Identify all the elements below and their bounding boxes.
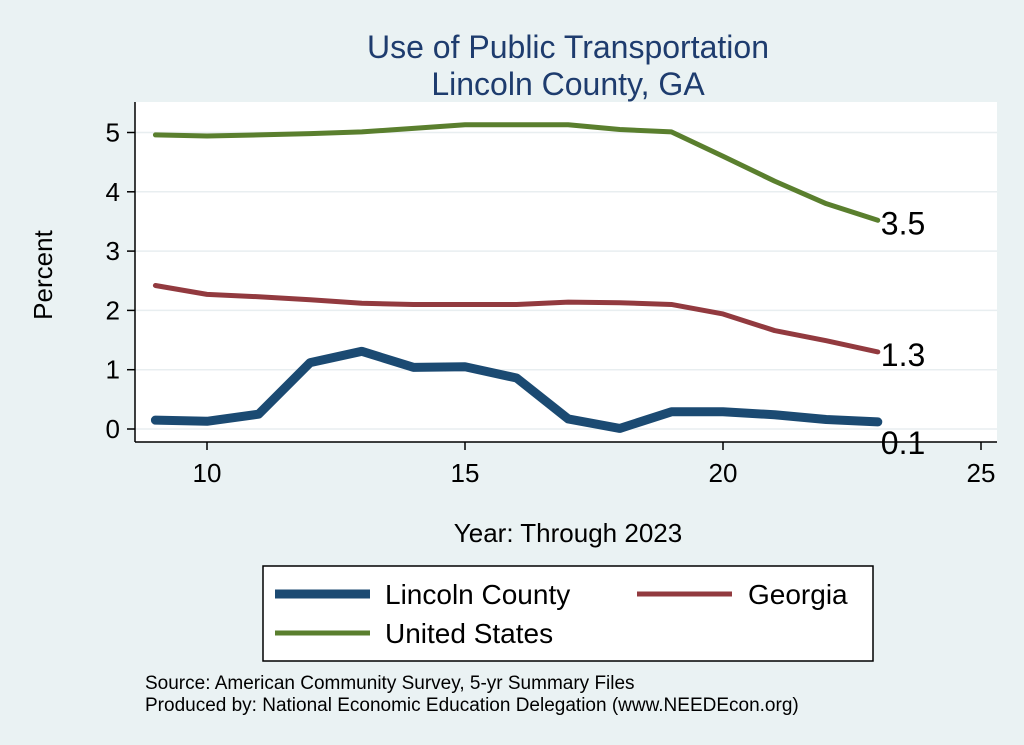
y-tick-label-0: 0 bbox=[106, 414, 120, 444]
legend: Lincoln County Georgia United States bbox=[262, 565, 874, 662]
y-tick-label-2: 2 bbox=[106, 295, 120, 325]
series-line-lincoln-county bbox=[150, 346, 883, 433]
end-label-georgia: 1.3 bbox=[881, 337, 925, 373]
producer-note: Produced by: National Economic Education… bbox=[145, 695, 799, 716]
x-tick-label-20: 20 bbox=[709, 458, 738, 488]
y-tick-label-5: 5 bbox=[106, 118, 120, 148]
plot-area bbox=[135, 102, 997, 442]
y-tick-label-1: 1 bbox=[106, 355, 120, 385]
source-note: Source: American Community Survey, 5-yr … bbox=[145, 673, 635, 694]
legend-label-united-states: United States bbox=[385, 618, 553, 649]
x-tick-label-15: 15 bbox=[451, 458, 480, 488]
y-axis-label: Percent bbox=[28, 229, 58, 319]
x-tick-label-25: 25 bbox=[967, 458, 996, 488]
legend-label-georgia: Georgia bbox=[748, 579, 848, 610]
legend-label-lincoln-county: Lincoln County bbox=[385, 579, 570, 610]
x-axis-label: Year: Through 2023 bbox=[454, 518, 682, 548]
chart-title: Use of Public Transportation bbox=[367, 29, 769, 65]
y-tick-label-3: 3 bbox=[106, 236, 120, 266]
series-line-united-states bbox=[152, 122, 881, 223]
end-label-united-states: 3.5 bbox=[881, 205, 925, 241]
end-label-lincoln-county: 0.1 bbox=[881, 425, 925, 461]
y-tick-label-4: 4 bbox=[106, 177, 120, 207]
x-tick-label-10: 10 bbox=[193, 458, 222, 488]
chart-subtitle: Lincoln County, GA bbox=[431, 66, 705, 102]
legend-box bbox=[262, 565, 874, 662]
series-line-georgia bbox=[152, 282, 881, 355]
